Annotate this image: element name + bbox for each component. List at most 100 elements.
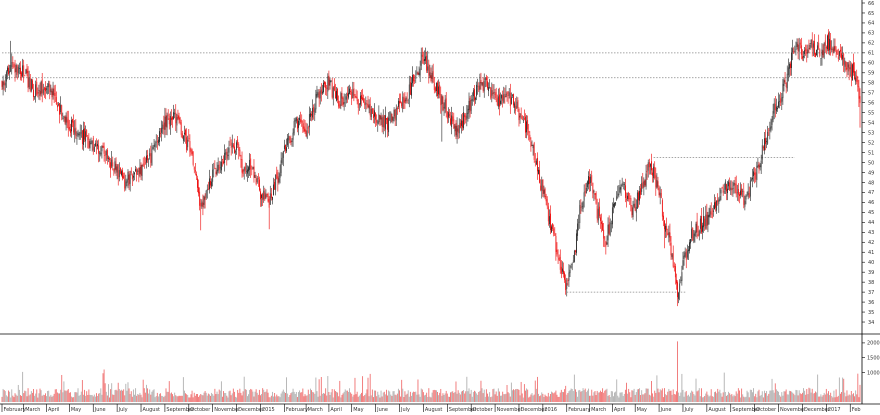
date-tick-label: 2015: [262, 407, 275, 413]
candle: [32, 78, 33, 90]
candle: [95, 140, 96, 147]
candle: [673, 262, 675, 272]
candle: [27, 66, 29, 93]
price-tick-label: 63: [868, 31, 874, 37]
candle: [227, 147, 229, 161]
candle: [297, 116, 298, 133]
candle: [3, 80, 5, 91]
candle: [61, 104, 63, 121]
date-tick-label: November: [214, 407, 241, 413]
candle: [184, 125, 185, 142]
candle: [733, 179, 735, 194]
candle: [237, 135, 239, 149]
candle: [143, 156, 145, 169]
candle: [328, 70, 330, 91]
candle: [64, 115, 66, 125]
candle: [760, 154, 762, 174]
candle: [577, 218, 579, 241]
candle: [76, 131, 78, 145]
candle: [601, 213, 602, 233]
candle: [198, 179, 199, 197]
candle: [418, 66, 420, 77]
candle: [264, 187, 266, 202]
candle: [680, 276, 682, 284]
price-tick-label: 48: [868, 180, 874, 186]
candle: [452, 112, 454, 125]
candle: [216, 162, 218, 176]
candle: [294, 117, 296, 128]
candle: [212, 163, 214, 187]
candle: [275, 174, 277, 196]
candle: [825, 45, 827, 55]
candle: [544, 187, 546, 200]
candle: [497, 88, 499, 110]
date-tick-label: March: [25, 407, 40, 413]
candle: [618, 184, 620, 198]
candle: [617, 185, 619, 199]
candle: [621, 177, 623, 187]
candle: [68, 119, 70, 132]
candle: [459, 119, 461, 129]
candle: [428, 59, 430, 84]
candle: [764, 132, 765, 155]
candle: [133, 171, 134, 182]
candle: [85, 125, 87, 148]
candle: [632, 200, 634, 220]
candle: [320, 83, 322, 102]
candle: [484, 77, 486, 88]
candle: [263, 185, 265, 203]
candle: [352, 81, 354, 99]
candle: [517, 97, 519, 112]
date-tick-label: Feb: [852, 407, 861, 413]
price-tick-label: 40: [868, 260, 874, 266]
candle: [506, 91, 508, 102]
candle: [719, 187, 721, 202]
candle: [248, 165, 249, 179]
candle: [464, 112, 466, 125]
candle: [503, 86, 505, 104]
candle: [77, 129, 79, 138]
candle: [215, 167, 217, 178]
candle: [110, 157, 112, 178]
candle: [10, 40, 12, 73]
candle: [771, 115, 773, 131]
candle: [665, 223, 666, 239]
candle: [312, 99, 314, 121]
candle: [234, 138, 235, 154]
candle: [548, 209, 550, 228]
candle: [325, 81, 327, 96]
candle: [190, 147, 192, 156]
candle: [58, 102, 59, 107]
candle: [607, 217, 609, 248]
candle: [741, 184, 743, 197]
candle: [850, 62, 852, 87]
candle: [403, 93, 405, 109]
candle: [89, 138, 91, 152]
candle: [51, 87, 53, 106]
candle: [844, 57, 846, 73]
candle: [467, 105, 469, 122]
candle: [643, 177, 645, 196]
candle: [384, 106, 386, 138]
candle: [573, 249, 575, 263]
candle: [421, 47, 423, 64]
candle: [786, 65, 788, 92]
candle: [409, 76, 411, 95]
candle: [367, 95, 369, 109]
candle: [139, 159, 141, 178]
candle: [349, 84, 350, 95]
candle: [496, 94, 498, 107]
candle: [578, 214, 580, 231]
candle: [348, 85, 349, 100]
candle: [565, 274, 567, 295]
candle: [450, 111, 451, 126]
candle: [249, 153, 251, 177]
candle: [174, 108, 176, 119]
candle: [378, 105, 380, 125]
candle: [282, 150, 284, 167]
candle: [622, 181, 624, 190]
candle: [683, 251, 685, 266]
candle: [123, 172, 125, 180]
candle: [138, 167, 140, 183]
candle: [588, 171, 589, 190]
